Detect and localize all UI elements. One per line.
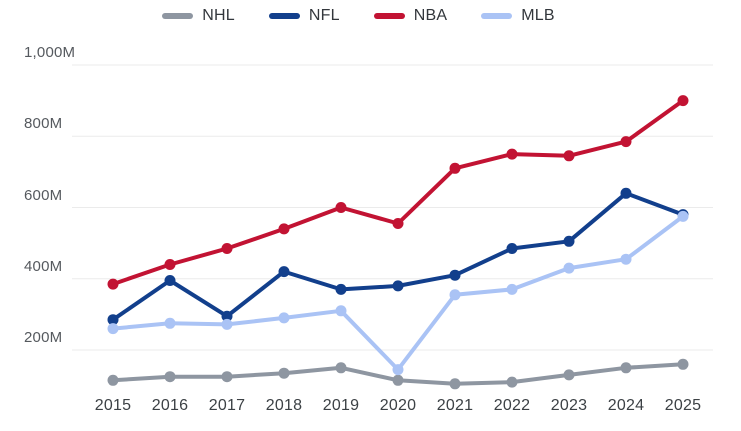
legend-label: NFL: [308, 7, 340, 24]
legend-item-nfl[interactable]: NFL: [268, 7, 340, 25]
data-point-nba-2019[interactable]: [335, 202, 347, 213]
data-point-nfl-2019[interactable]: [335, 283, 347, 295]
data-point-nfl-2016[interactable]: [164, 275, 176, 286]
data-point-nba-2016[interactable]: [164, 259, 176, 270]
data-point-nfl-2024[interactable]: [620, 187, 632, 199]
data-point-nfl-2015[interactable]: [107, 314, 119, 326]
legend: NHL NFL NBA MLB: [0, 4, 717, 28]
legend-marker-icon: [162, 13, 194, 19]
series-line-nba: [111, 98, 685, 287]
data-point-mlb-2020[interactable]: [392, 364, 404, 376]
legend-label: MLB: [521, 7, 555, 24]
x-tick-label-2017: 2017: [208, 397, 246, 414]
legend-item-mlb[interactable]: MLB: [481, 7, 555, 25]
data-point-mlb-2021[interactable]: [449, 289, 461, 301]
data-point-nhl-2015[interactable]: [107, 374, 119, 386]
legend-label: NBA: [413, 7, 448, 24]
y-tick-label: 800M: [24, 115, 63, 133]
y-tick-label: 200M: [24, 329, 63, 346]
data-point-nba-2024[interactable]: [620, 136, 632, 148]
legend-marker-icon: [268, 13, 300, 19]
x-tick-label-2015: 2015: [94, 397, 132, 414]
x-tick-label-2016: 2016: [151, 397, 189, 414]
data-point-nfl-2022[interactable]: [506, 243, 518, 254]
legend-item-nba[interactable]: NBA: [373, 7, 448, 25]
x-tick-label-2018: 2018: [265, 397, 303, 414]
data-point-nba-2022[interactable]: [506, 148, 518, 160]
data-point-nba-2020[interactable]: [392, 218, 404, 229]
legend-item-nhl[interactable]: NHL: [162, 7, 235, 25]
data-point-nfl-2023[interactable]: [563, 235, 575, 247]
legend-marker-icon: [481, 13, 513, 19]
series-line-mlb: [111, 214, 685, 372]
data-point-mlb-2025[interactable]: [677, 210, 689, 222]
data-point-mlb-2017[interactable]: [221, 318, 233, 330]
x-tick-label-2025: 2025: [664, 397, 702, 414]
legend-label: NHL: [202, 7, 235, 24]
data-point-mlb-2015[interactable]: [107, 323, 119, 335]
legend-marker-icon: [373, 13, 405, 19]
x-tick-label-2021: 2021: [436, 397, 474, 414]
data-point-nhl-2022[interactable]: [506, 376, 518, 388]
data-point-nba-2018[interactable]: [278, 223, 290, 235]
data-point-nhl-2020[interactable]: [392, 374, 404, 386]
data-point-nhl-2024[interactable]: [620, 362, 632, 374]
data-point-mlb-2022[interactable]: [506, 283, 518, 295]
x-tick-label-2024: 2024: [607, 397, 645, 414]
data-point-nba-2021[interactable]: [449, 162, 461, 174]
data-point-nfl-2021[interactable]: [449, 269, 461, 281]
data-point-mlb-2016[interactable]: [164, 317, 176, 329]
x-tick-label-2022: 2022: [493, 397, 531, 414]
data-point-nba-2023[interactable]: [563, 150, 575, 162]
data-point-nfl-2020[interactable]: [392, 280, 404, 292]
data-point-nhl-2016[interactable]: [164, 371, 176, 383]
data-point-nba-2017[interactable]: [221, 243, 233, 254]
y-tick-label: 600M: [24, 186, 63, 204]
y-tick-label: 400M: [24, 257, 63, 275]
data-point-mlb-2018[interactable]: [278, 312, 290, 324]
data-point-nhl-2025[interactable]: [677, 358, 689, 370]
x-tick-label-2019: 2019: [322, 397, 360, 414]
data-point-nba-2015[interactable]: [107, 278, 119, 290]
data-point-mlb-2019[interactable]: [335, 305, 347, 317]
x-tick-label-2020: 2020: [379, 397, 417, 414]
y-tick-label: 1,000M: [24, 44, 76, 61]
data-point-mlb-2023[interactable]: [563, 262, 575, 274]
x-tick-label-2023: 2023: [550, 397, 588, 414]
data-point-nhl-2023[interactable]: [563, 369, 575, 381]
data-point-nhl-2021[interactable]: [449, 378, 461, 390]
data-point-nhl-2019[interactable]: [335, 362, 347, 374]
data-point-nhl-2017[interactable]: [221, 371, 233, 383]
data-point-nhl-2018[interactable]: [278, 367, 290, 379]
data-point-mlb-2024[interactable]: [620, 253, 632, 265]
data-point-nfl-2018[interactable]: [278, 266, 290, 278]
data-point-nba-2025[interactable]: [677, 95, 689, 107]
data-point-nfl-2017[interactable]: [221, 310, 233, 322]
